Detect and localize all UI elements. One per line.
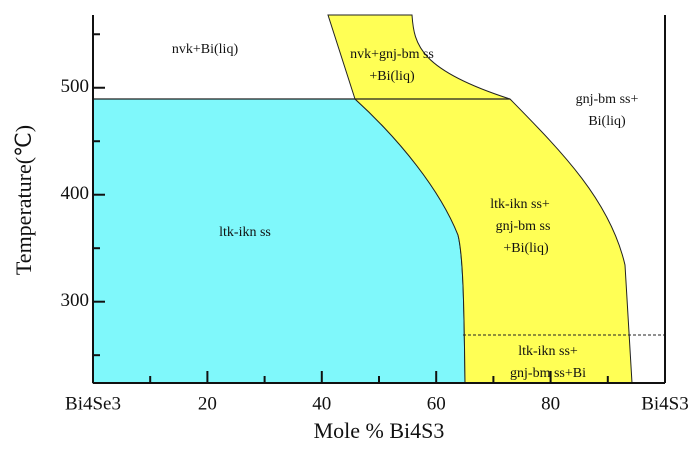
y-tick-label: 400: [61, 183, 90, 204]
x-tick-label: Bi4S3: [641, 393, 689, 414]
region-label: ltk-ikn ss: [219, 225, 271, 240]
region-label: ltk-ikn ss+: [490, 197, 550, 212]
region-label: nvk+gnj-bm ss: [350, 47, 434, 62]
x-tick-label: 80: [541, 393, 560, 414]
region-label: gnj-bm ss+: [576, 92, 639, 107]
x-axis-title: Mole % Bi4S3: [314, 418, 445, 443]
region-label: gnj-bm ss+Bi: [510, 366, 586, 381]
region-fill: [353, 98, 633, 384]
region-label: nvk+Bi(liq): [172, 42, 239, 57]
region-label: ltk-ikn ss+: [518, 344, 578, 359]
region-label: gnj-bm ss: [496, 219, 551, 234]
x-tick-label: 20: [198, 393, 217, 414]
region-label: Bi(liq): [588, 114, 626, 129]
region-label: +Bi(liq): [369, 69, 415, 84]
x-tick-label: Bi4Se3: [65, 393, 121, 414]
y-tick-label: 300: [61, 290, 90, 311]
x-tick-label: 60: [427, 393, 446, 414]
y-axis-title: Temperature(℃): [11, 125, 36, 275]
y-tick-label: 500: [61, 76, 90, 97]
x-tick-label: 40: [312, 393, 331, 414]
region-label: +Bi(liq): [503, 241, 549, 256]
